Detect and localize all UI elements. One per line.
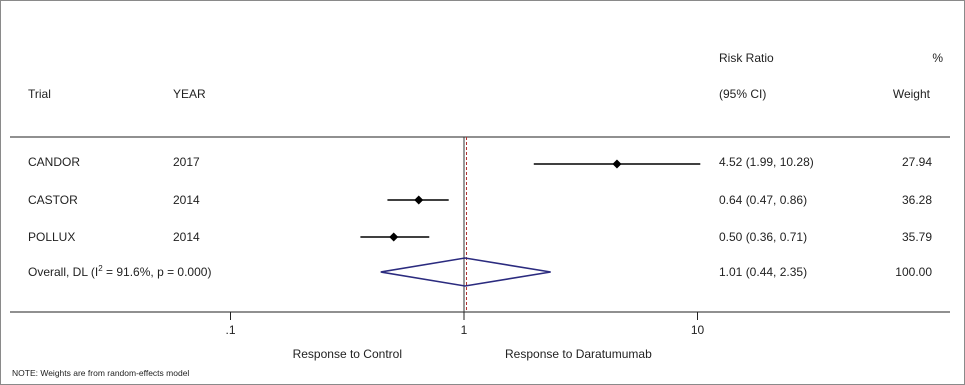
study-row-candor: CANDOR 2017 4.52 (1.99, 10.28) 27.94 [28,155,932,169]
study-year-label: 2014 [173,193,200,207]
overall-row: Overall, DL (I2 = 91.6%, p = 0.000) 1.01… [28,257,932,287]
overall-diamond [380,257,551,287]
study-ci-text: 0.64 (0.47, 0.86) [719,193,807,207]
header-effect-bottom: (95% CI) [719,87,766,101]
study-ci-text: 0.50 (0.36, 0.71) [719,230,807,244]
x-tick-label: .1 [225,323,235,337]
study-ci-text: 4.52 (1.99, 10.28) [719,155,814,169]
study-trial-label: CANDOR [28,155,80,169]
point-estimate-pollux [389,232,399,242]
header-weight-top: % [932,51,943,65]
study-weight: 36.28 [902,193,932,207]
x-label-control: Response to Control [293,347,402,361]
study-rows: CANDOR 2017 4.52 (1.99, 10.28) 27.94 CAS… [28,155,932,244]
study-weight: 27.94 [902,155,932,169]
x-label-daratumumab: Response to Daratumumab [505,347,652,361]
header-year: YEAR [173,87,206,101]
overall-ci-text: 1.01 (0.44, 2.35) [719,265,807,279]
header-effect-top: Risk Ratio [719,51,774,65]
header-trial: Trial [28,87,51,101]
point-estimate-castor [414,195,424,205]
x-tick-label: 10 [691,323,705,337]
point-estimate-candor [612,159,622,169]
study-trial-label: CASTOR [28,193,78,207]
study-year-label: 2017 [173,155,200,169]
study-trial-label: POLLUX [28,230,75,244]
study-row-castor: CASTOR 2014 0.64 (0.47, 0.86) 36.28 [28,193,932,207]
study-weight: 35.79 [902,230,932,244]
overall-weight: 100.00 [895,265,932,279]
study-row-pollux: POLLUX 2014 0.50 (0.36, 0.71) 35.79 [28,230,932,244]
x-axis-ticks: .1 1 10 [225,312,704,337]
footnote: NOTE: Weights are from random-effects mo… [12,368,189,378]
overall-label: Overall, DL (I2 = 91.6%, p = 0.000) [28,264,211,279]
x-tick-label: 1 [461,323,468,337]
study-year-label: 2014 [173,230,200,244]
header-weight-bottom: Weight [893,87,931,101]
